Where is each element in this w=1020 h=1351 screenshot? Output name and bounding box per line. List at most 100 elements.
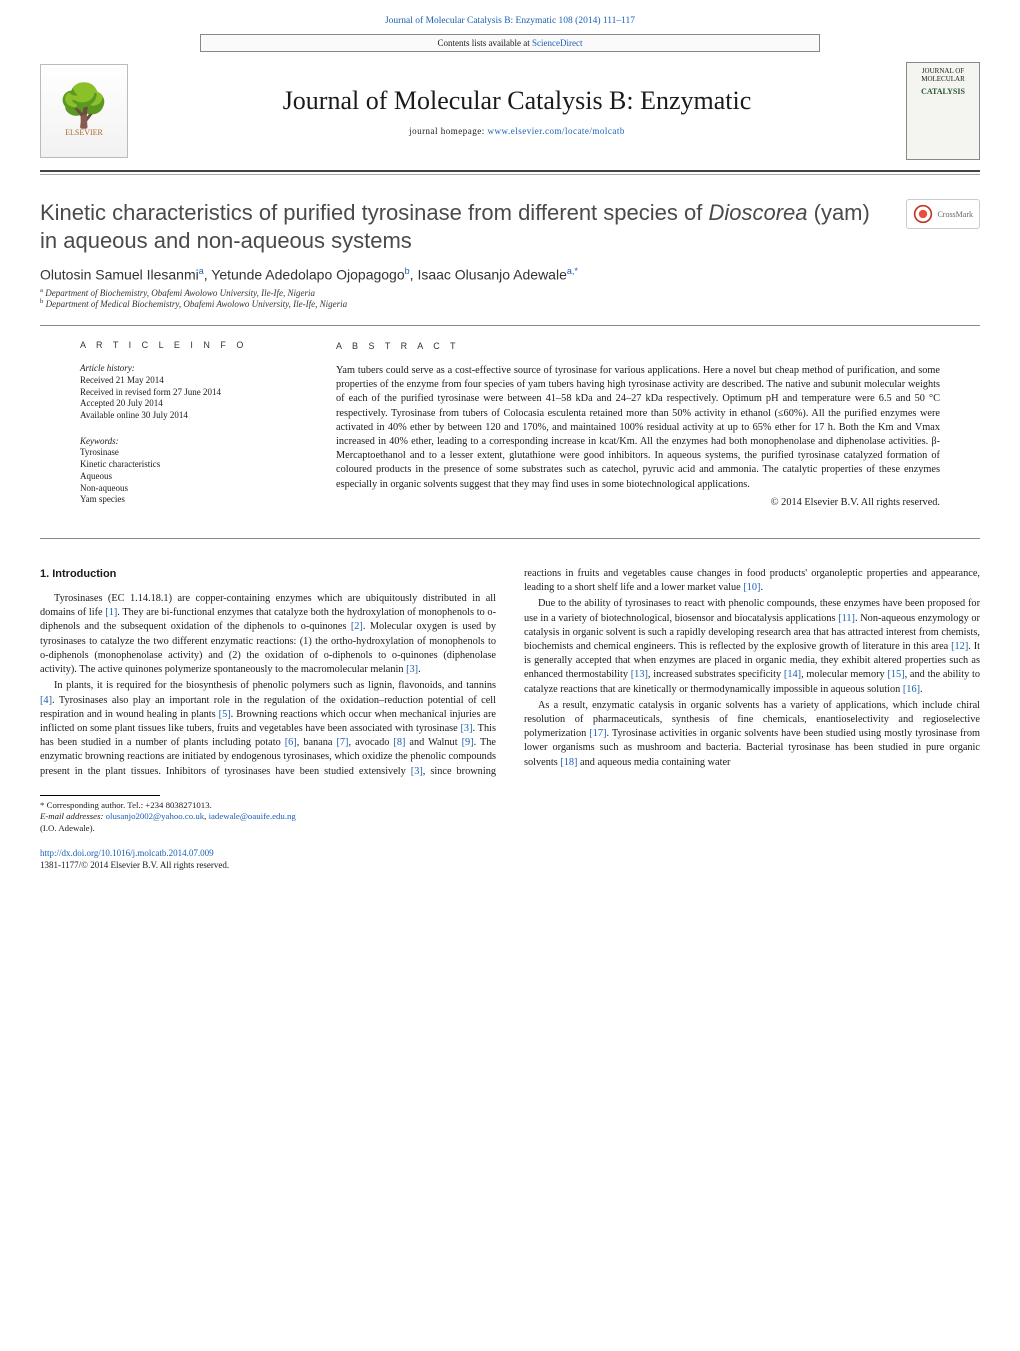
contents-prefix: Contents lists available at [438, 38, 532, 48]
article-info-col: a r t i c l e i n f o Article history: R… [80, 326, 300, 538]
ref-9[interactable]: [9] [462, 737, 474, 748]
kw-4: Non-aqueous [80, 483, 290, 495]
kw-1: Tyrosinase [80, 447, 290, 459]
footnotes: * Corresponding author. Tel.: +234 80382… [0, 800, 1020, 838]
info-abstract: a r t i c l e i n f o Article history: R… [40, 325, 980, 538]
ref-3b[interactable]: [3] [461, 723, 473, 734]
contents-bar: Contents lists available at ScienceDirec… [200, 34, 820, 52]
ref-6[interactable]: [6] [285, 737, 297, 748]
footnote-separator [40, 795, 160, 796]
p2j: . [760, 582, 763, 593]
para-1: Tyrosinases (EC 1.14.18.1) are copper-co… [40, 592, 496, 677]
crossmark-badge[interactable]: CrossMark [906, 199, 980, 229]
keywords-label: Keywords: [80, 436, 290, 448]
crossmark-label: CrossMark [937, 210, 973, 219]
journal-cover-thumb: JOURNAL OF MOLECULAR CATALYSIS [906, 62, 980, 160]
homepage-prefix: journal homepage: [409, 126, 487, 136]
received: Received 21 May 2014 [80, 375, 290, 387]
tree-icon: 🌳 [58, 86, 110, 128]
author-3: Isaac Olusanjo Adewale [417, 267, 566, 283]
homepage-link[interactable]: www.elsevier.com/locate/molcatb [488, 126, 625, 136]
affiliation-b: b Department of Medical Biochemistry, Ob… [40, 298, 980, 309]
authors-line: Olutosin Samuel Ilesanmia, Yetunde Adedo… [0, 254, 1020, 285]
ref-5[interactable]: [5] [219, 709, 231, 720]
revised: Received in revised form 27 June 2014 [80, 387, 290, 399]
kw-5: Yam species [80, 494, 290, 506]
affiliation-a: a Department of Biochemistry, Obafemi Aw… [40, 287, 980, 298]
history-block: Article history: Received 21 May 2014 Re… [80, 363, 290, 421]
title-a: Kinetic characteristics of purified tyro… [40, 200, 708, 225]
elsevier-logo: 🌳 ELSEVIER [40, 64, 128, 158]
p3d: , increased substrates specificity [648, 669, 784, 680]
doi-line: http://dx.doi.org/10.1016/j.molcatb.2014… [0, 838, 1020, 860]
ref-2[interactable]: [2] [351, 621, 363, 632]
p2f: , avocado [349, 737, 394, 748]
history-label: Article history: [80, 363, 290, 375]
author-2: Yetunde Adedolapo Ojopagogo [211, 267, 404, 283]
ref-15[interactable]: [15] [887, 669, 904, 680]
email-owner: (I.O. Adewale). [40, 823, 980, 834]
author-1-aff[interactable]: a [199, 266, 204, 276]
citation-link[interactable]: Journal of Molecular Catalysis B: Enzyma… [385, 16, 635, 26]
article-info-heading: a r t i c l e i n f o [80, 340, 290, 352]
paper-title: Kinetic characteristics of purified tyro… [40, 199, 890, 254]
running-header: Journal of Molecular Catalysis B: Enzyma… [0, 0, 1020, 34]
author-3-corr[interactable]: * [574, 266, 578, 276]
email-2[interactable]: iadewale@oauife.edu.ng [209, 811, 296, 821]
info-abstract-rule [40, 538, 980, 539]
ref-1[interactable]: [1] [105, 607, 117, 618]
email-1[interactable]: olusanjo2002@yahoo.co.uk [106, 811, 205, 821]
sciencedirect-link[interactable]: ScienceDirect [532, 38, 582, 48]
title-ital: Dioscorea [708, 200, 807, 225]
p2e: , banana [297, 737, 337, 748]
ref-12[interactable]: [12] [951, 641, 968, 652]
p4c: and aqueous media containing water [577, 757, 730, 768]
ref-4[interactable]: [4] [40, 695, 52, 706]
p1d: . [418, 664, 421, 675]
kw-3: Aqueous [80, 471, 290, 483]
affiliations: a Department of Biochemistry, Obafemi Aw… [0, 285, 1020, 325]
ref-13[interactable]: [13] [631, 669, 648, 680]
accepted: Accepted 20 July 2014 [80, 398, 290, 410]
ref-3c[interactable]: [3] [411, 766, 423, 777]
p3g: . [920, 684, 923, 695]
email-label: E-mail addresses: [40, 811, 103, 821]
kw-2: Kinetic characteristics [80, 459, 290, 471]
online: Available online 30 July 2014 [80, 410, 290, 422]
author-1: Olutosin Samuel Ilesanmi [40, 267, 199, 283]
aff-b-text: Department of Medical Biochemistry, Obaf… [46, 299, 348, 309]
ref-8[interactable]: [8] [393, 737, 405, 748]
elsevier-label: ELSEVIER [65, 128, 103, 137]
ref-14[interactable]: [14] [784, 669, 801, 680]
doi-link[interactable]: http://dx.doi.org/10.1016/j.molcatb.2014… [40, 848, 214, 858]
ref-16[interactable]: [16] [903, 684, 920, 695]
abstract-copyright: © 2014 Elsevier B.V. All rights reserved… [336, 496, 940, 510]
p2a: In plants, it is required for the biosyn… [54, 680, 496, 691]
abstract-col: a b s t r a c t Yam tubers could serve a… [336, 326, 940, 538]
journal-title: Journal of Molecular Catalysis B: Enzyma… [128, 86, 906, 116]
title-row: Kinetic characteristics of purified tyro… [0, 199, 1020, 254]
ref-17[interactable]: [17] [589, 728, 606, 739]
corresponding-author: * Corresponding author. Tel.: +234 80382… [40, 800, 980, 811]
body-columns: 1. Introduction Tyrosinases (EC 1.14.18.… [0, 567, 1020, 779]
email-line: E-mail addresses: olusanjo2002@yahoo.co.… [40, 811, 980, 822]
rule-thick [40, 170, 980, 172]
crossmark-icon [913, 204, 933, 224]
para-4: As a result, enzymatic catalysis in orga… [524, 699, 980, 770]
p2g: and Walnut [405, 737, 461, 748]
p3e: , molecular memory [801, 669, 887, 680]
ref-10[interactable]: [10] [743, 582, 760, 593]
masthead: 🌳 ELSEVIER Journal of Molecular Catalysi… [0, 56, 1020, 170]
ref-18[interactable]: [18] [560, 757, 577, 768]
abstract-heading: a b s t r a c t [336, 340, 940, 352]
ref-11[interactable]: [11] [838, 613, 855, 624]
rule-thin [40, 174, 980, 175]
ref-3[interactable]: [3] [406, 664, 418, 675]
keywords-block: Keywords: Tyrosinase Kinetic characteris… [80, 436, 290, 506]
aff-a-text: Department of Biochemistry, Obafemi Awol… [45, 288, 315, 298]
journal-block: Journal of Molecular Catalysis B: Enzyma… [128, 86, 906, 136]
author-2-aff[interactable]: b [405, 266, 410, 276]
para-3: Due to the ability of tyrosinases to rea… [524, 597, 980, 696]
ref-7[interactable]: [7] [336, 737, 348, 748]
abstract-text: Yam tubers could serve as a cost-effecti… [336, 364, 940, 492]
